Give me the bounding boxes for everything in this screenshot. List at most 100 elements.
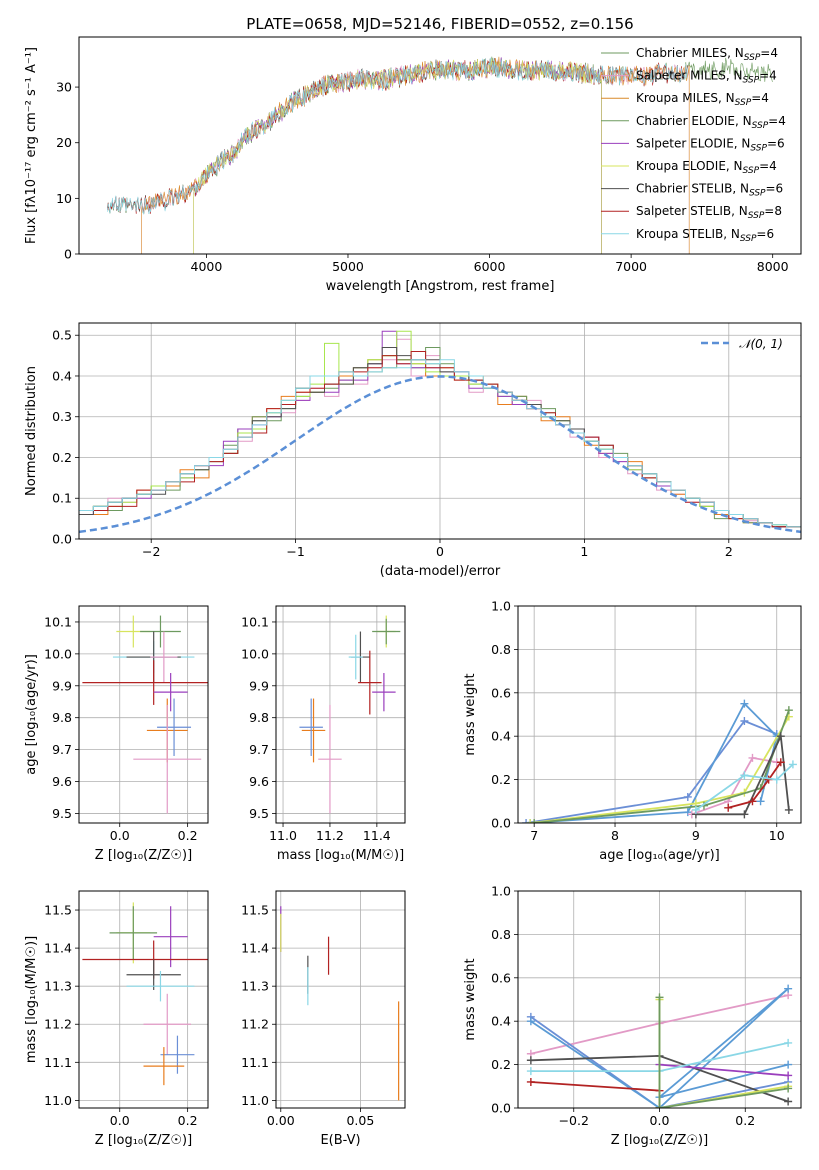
y-tick-label: 10.0 [44, 646, 72, 661]
legend-subscript: SSP [743, 166, 760, 176]
x-tick-label: 2 [725, 544, 733, 559]
legend-tail: =8 [764, 204, 782, 218]
weight-line-2 [691, 756, 777, 816]
weight-marker [740, 717, 749, 726]
x-axis-label: wavelength [Angstrom, rest frame] [326, 279, 555, 294]
y-axis-label: mass weight [463, 958, 478, 1040]
y-tick-label: 0.5 [52, 328, 72, 343]
y-tick-label: 10 [56, 191, 72, 206]
x-axis-label: Z [log₁₀(Z/Z☉)] [95, 1133, 192, 1148]
weight-marker [530, 819, 539, 823]
y-tick-label: 30 [56, 80, 72, 95]
y-tick-label: 0 [64, 247, 72, 262]
legend-label: Kroupa ELODIE, N [636, 159, 743, 173]
x-tick-label: 1 [580, 544, 588, 559]
y-tick-label: 0.4 [491, 1014, 511, 1029]
x-tick-label: −0.2 [559, 1113, 589, 1128]
legend-entry: Kroupa ELODIE, NSSP=4 [636, 159, 777, 176]
legend-tail: =6 [767, 136, 785, 150]
x-tick-label: 8000 [757, 259, 789, 274]
x-tick-label: 0.00 [267, 1113, 295, 1128]
x-tick-label: 7000 [615, 259, 647, 274]
weight-marker [522, 819, 531, 823]
axes-frame [517, 890, 802, 1109]
y-tick-label: 9.7 [52, 742, 72, 757]
chart-age-vs-Z: 0.0 0.2 9.5 9.6 9.7 9.8 9.9 10.0 10.1 Z [log₁₀(Z/… [24, 605, 209, 863]
weight-marker [526, 1056, 535, 1065]
x-tick-label: 5000 [332, 259, 364, 274]
legend-label: Kroupa STELIB, N [636, 227, 740, 241]
y-tick-label: 0.6 [491, 970, 511, 985]
y-axis-label: mass [log₁₀(M/M☉)] [24, 936, 39, 1063]
y-tick-label: 11.5 [241, 903, 269, 918]
legend-subscript: SSP [748, 211, 765, 221]
y-axis-label: mass weight [463, 673, 478, 755]
weight-marker [526, 1077, 535, 1086]
y-tick-label: 11.4 [44, 941, 72, 956]
legend-tail: =6 [756, 227, 774, 241]
y-tick-label: 9.8 [249, 710, 269, 725]
weight-line-4 [534, 709, 790, 823]
legend-subscript: SSP [749, 189, 766, 199]
y-tick-label: 10.1 [44, 614, 72, 629]
plot-area [522, 699, 797, 823]
x-tick-label: 0.0 [110, 1113, 130, 1128]
weight-marker [784, 1071, 793, 1080]
weight-line-6 [727, 761, 782, 809]
y-tick-label: 0.4 [52, 368, 72, 383]
legend-entry: Kroupa MILES, NSSP=4 [636, 91, 769, 108]
spectrum-line [193, 57, 602, 254]
x-tick-label: 8 [611, 828, 619, 843]
x-tick-label: 11.0 [269, 828, 297, 843]
x-axis-label: E(B-V) [320, 1133, 360, 1148]
y-tick-label: 9.5 [52, 806, 72, 821]
y-tick-label: 10.1 [241, 614, 269, 629]
weight-marker [655, 1104, 664, 1108]
axes-frame [78, 605, 209, 824]
axes-frame [517, 605, 802, 824]
legend-entry: Salpeter MILES, NSSP=4 [636, 69, 777, 86]
x-tick-label: −2 [142, 544, 160, 559]
x-tick-label: 0.0 [110, 828, 130, 843]
weight-marker [655, 993, 664, 1002]
legend-tail: =4 [759, 69, 777, 83]
y-tick-label: 0.3 [52, 409, 72, 424]
chart-mass-vs-Z: 0.0 0.2 11.0 11.1 11.2 11.3 11.4 11.5 Z [log₁₀(Z… [24, 890, 209, 1148]
weight-line-1 [530, 1016, 789, 1108]
x-axis-label: mass [log₁₀(M/M☉)] [277, 848, 404, 863]
weight-marker [784, 1084, 793, 1093]
y-tick-label: 20 [56, 135, 72, 150]
axes-frame [275, 890, 406, 1109]
legend-tail: =4 [760, 46, 778, 60]
weight-marker [784, 1097, 793, 1106]
plot-area [280, 906, 400, 1101]
weight-marker [526, 819, 535, 823]
x-tick-label: 11.4 [363, 828, 391, 843]
y-tick-label: 11.1 [44, 1055, 72, 1070]
x-tick-label: 7 [530, 828, 538, 843]
y-tick-label: 11.5 [44, 903, 72, 918]
weight-marker [776, 758, 785, 767]
y-axis-label: Flux [fλ10⁻¹⁷ erg cm⁻² s⁻¹ A⁻¹] [24, 47, 39, 244]
normal-curve [79, 375, 801, 534]
x-tick-label: 4000 [191, 259, 223, 274]
plot-area [79, 330, 801, 534]
plot-area [82, 615, 208, 814]
x-axis-label: age [log₁₀(age/yr)] [599, 848, 720, 863]
spectrum-line [193, 56, 602, 254]
chart-title: PLATE=0658, MJD=52146, FIBERID=0552, z=0… [246, 15, 633, 33]
x-axis-label: Z [log₁₀(Z/Z☉)] [611, 1133, 708, 1148]
y-tick-label: 0.8 [491, 927, 511, 942]
weight-marker [724, 803, 733, 812]
legend-subscript: SSP [740, 234, 757, 244]
x-tick-label: 6000 [474, 259, 506, 274]
axes-frame [275, 605, 406, 824]
weight-marker [784, 805, 793, 814]
y-tick-label: 0.2 [491, 772, 511, 787]
x-tick-label: 0 [436, 544, 444, 559]
weight-line-8 [658, 997, 789, 1108]
plot-area [107, 56, 773, 254]
y-tick-label: 11.1 [241, 1055, 269, 1070]
weight-marker [772, 775, 781, 784]
